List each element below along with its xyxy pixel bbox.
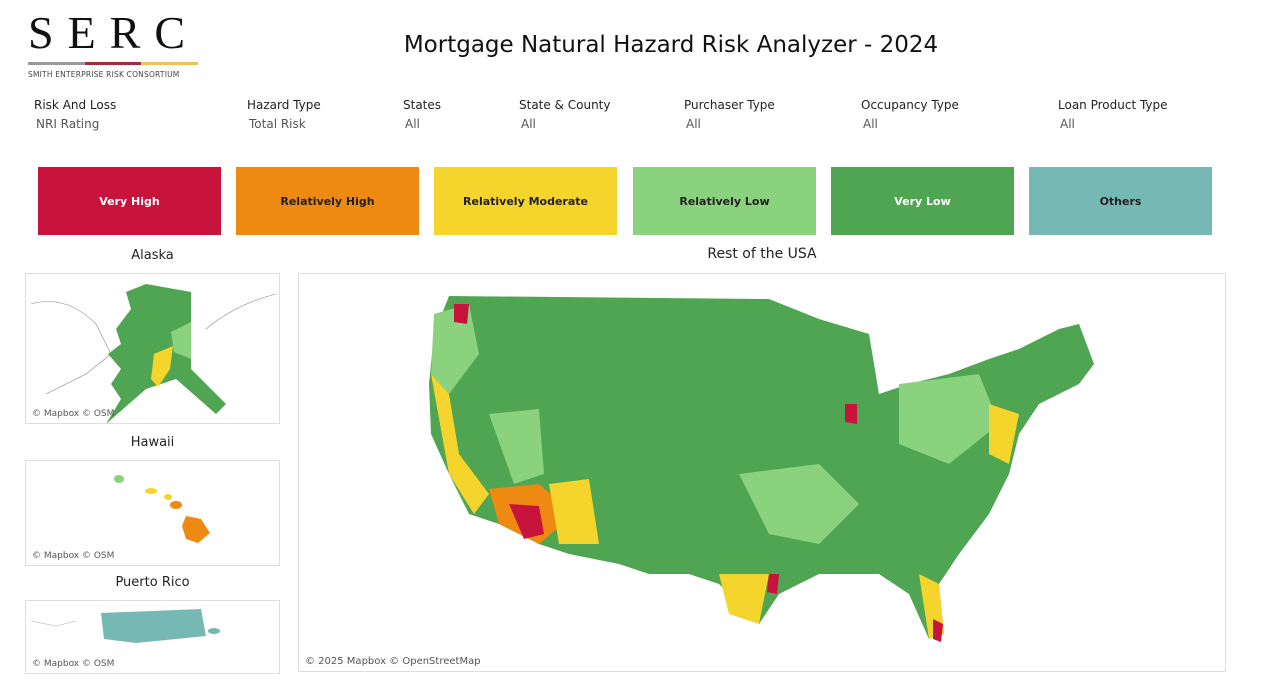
logo-bar <box>28 62 199 65</box>
logo-letters: SERC <box>28 7 200 58</box>
alaska-map[interactable]: © Mapbox © OSM <box>25 273 280 424</box>
filter-value[interactable]: All <box>405 117 420 131</box>
legend-others[interactable]: Others <box>1029 167 1212 235</box>
filter-label: Occupancy Type <box>861 98 959 112</box>
filter-label: States <box>403 98 442 112</box>
filter-value[interactable]: All <box>1060 117 1075 131</box>
usa-map[interactable]: © 2025 Mapbox © OpenStreetMap <box>298 273 1226 672</box>
filter-risk-and-loss[interactable]: Risk And Loss NRI Rating <box>34 98 116 131</box>
puerto-rico-map-title: Puerto Rico <box>115 575 190 590</box>
filter-hazard-type[interactable]: Hazard Type Total Risk <box>247 98 321 131</box>
filter-purchaser-type[interactable]: Purchaser Type All <box>684 98 775 131</box>
legend-relatively-moderate[interactable]: Relatively Moderate <box>434 167 617 235</box>
filter-label: Purchaser Type <box>684 98 775 112</box>
hawaii-map-credit: © Mapbox © OSM <box>32 551 115 561</box>
filter-label: Risk And Loss <box>34 98 117 112</box>
hawaii-map[interactable]: © Mapbox © OSM <box>25 460 280 566</box>
filter-state-county[interactable]: State & County All <box>519 98 611 131</box>
filter-label: State & County <box>519 98 611 112</box>
legend-very-high[interactable]: Very High <box>38 167 221 235</box>
logo-subtitle: SMITH ENTERPRISE RISK CONSORTIUM <box>28 70 180 79</box>
filter-label: Hazard Type <box>247 98 321 112</box>
alaska-map-credit: © Mapbox © OSM <box>32 409 115 419</box>
page-title: Mortgage Natural Hazard Risk Analyzer - … <box>403 32 939 58</box>
filter-value[interactable]: All <box>521 117 536 131</box>
filter-value[interactable]: All <box>686 117 701 131</box>
usa-map-title: Rest of the USA <box>707 246 817 262</box>
puerto-rico-map-credit: © Mapbox © OSM <box>32 659 115 669</box>
filter-occupancy-type[interactable]: Occupancy Type All <box>861 98 959 131</box>
legend-relatively-low[interactable]: Relatively Low <box>633 167 816 235</box>
filter-label: Loan Product Type <box>1058 98 1168 112</box>
puerto-rico-map[interactable]: © Mapbox © OSM <box>25 600 280 674</box>
alaska-map-title: Alaska <box>131 248 174 263</box>
legend-relatively-high[interactable]: Relatively High <box>236 167 419 235</box>
filter-loan-product-type[interactable]: Loan Product Type All <box>1058 98 1168 131</box>
serc-logo: SERC SMITH ENTERPRISE RISK CONSORTIUM <box>28 10 208 79</box>
legend-very-low[interactable]: Very Low <box>831 167 1014 235</box>
filter-value[interactable]: Total Risk <box>249 117 306 131</box>
usa-map-credit: © 2025 Mapbox © OpenStreetMap <box>305 656 481 667</box>
hawaii-map-title: Hawaii <box>130 435 175 450</box>
filter-states[interactable]: States All <box>403 98 441 131</box>
filter-value[interactable]: All <box>863 117 878 131</box>
filter-value[interactable]: NRI Rating <box>36 117 100 131</box>
